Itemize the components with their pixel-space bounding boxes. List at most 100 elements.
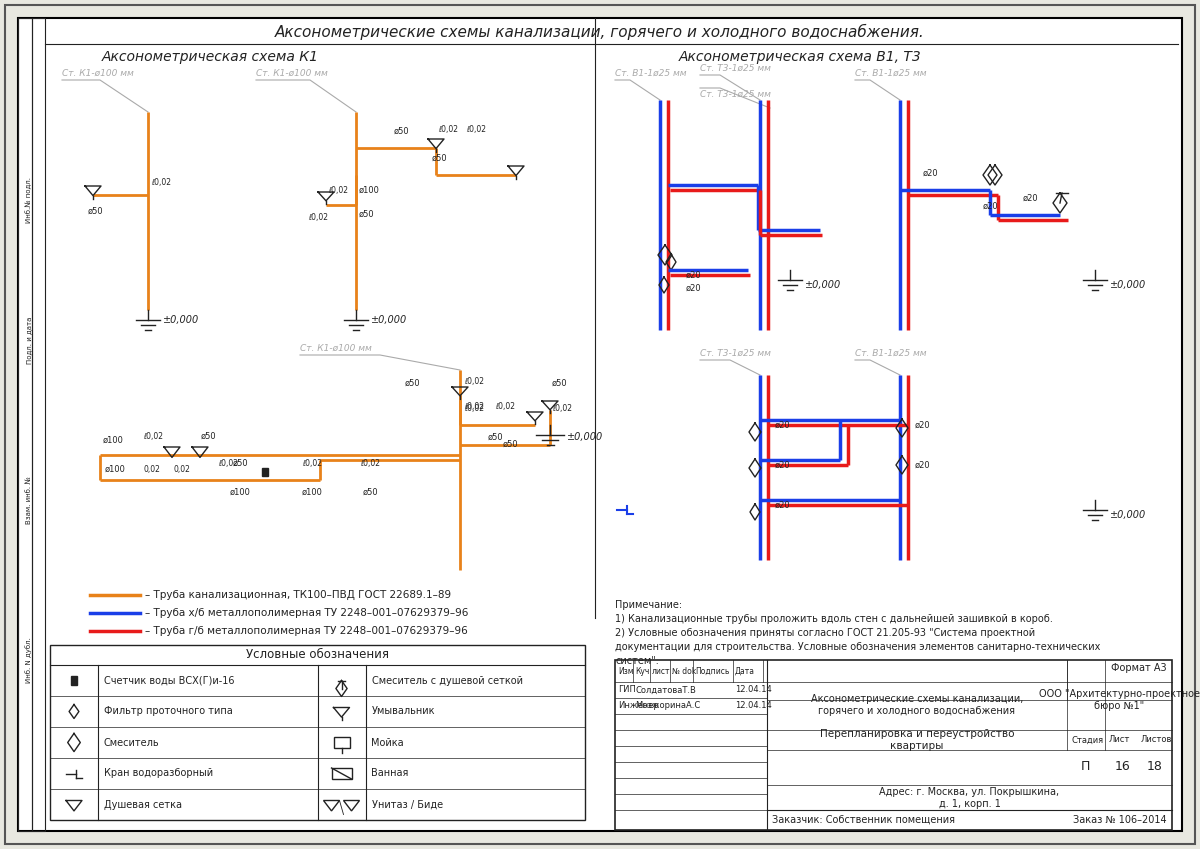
Text: ℓ0,02: ℓ0,02	[302, 459, 322, 468]
Text: Примечание:: Примечание:	[616, 600, 682, 610]
Text: ø20: ø20	[775, 420, 791, 430]
Text: Унитаз / Биде: Унитаз / Биде	[372, 800, 443, 809]
Text: Взам. инб. №: Взам. инб. №	[26, 476, 32, 524]
Text: ø20: ø20	[982, 202, 998, 211]
Text: ø20: ø20	[775, 460, 791, 469]
Text: – Труба канализационная, ТК100–ПВД ГОСТ 22689.1–89: – Труба канализационная, ТК100–ПВД ГОСТ …	[145, 590, 451, 600]
Text: СолдатоваТ.В: СолдатоваТ.В	[635, 685, 696, 694]
Text: Инб. N дубл.: Инб. N дубл.	[25, 637, 32, 683]
Text: Заказ № 106–2014: Заказ № 106–2014	[1073, 815, 1166, 825]
Text: 18: 18	[1147, 760, 1163, 773]
Bar	[616, 660, 1172, 830]
Text: 0,02: 0,02	[174, 465, 191, 474]
Text: Дата: Дата	[734, 666, 755, 676]
Text: ℓ0,02: ℓ0,02	[308, 213, 328, 222]
Text: ø50: ø50	[200, 432, 216, 441]
Text: Мойка: Мойка	[372, 738, 404, 747]
Text: ø100: ø100	[359, 186, 380, 195]
Text: систем".: систем".	[616, 656, 659, 666]
Text: Ст. В1-1ø25 мм: Ст. В1-1ø25 мм	[854, 69, 926, 78]
Text: ø50: ø50	[359, 210, 374, 219]
Text: ø20: ø20	[686, 284, 702, 293]
Text: 1) Канализационные трубы проложить вдоль стен с дальнейшей зашивкой в короб.: 1) Канализационные трубы проложить вдоль…	[616, 614, 1052, 624]
Text: Смеситель с душевой сеткой: Смеситель с душевой сеткой	[372, 676, 522, 685]
Text: ø50: ø50	[232, 459, 248, 468]
Bar	[71, 677, 77, 684]
Text: Ст. К1-ø100 мм: Ст. К1-ø100 мм	[300, 344, 372, 353]
Text: Ст. Т3-1ø25 мм: Ст. Т3-1ø25 мм	[700, 64, 770, 73]
Text: Ст. В1-1ø25 мм: Ст. В1-1ø25 мм	[854, 349, 926, 358]
Text: ±0,000: ±0,000	[163, 315, 199, 325]
Text: ℓ0,02: ℓ0,02	[464, 377, 484, 386]
Bar	[331, 768, 352, 779]
Text: П: П	[1080, 760, 1090, 773]
Text: ℓ0,02: ℓ0,02	[438, 125, 458, 134]
Text: 0,02: 0,02	[144, 465, 161, 474]
Text: ø20: ø20	[1022, 194, 1038, 203]
Text: Ванная: Ванная	[372, 768, 409, 779]
Text: ℓ0,02: ℓ0,02	[151, 178, 172, 187]
Bar	[262, 468, 268, 476]
Text: Ст. К1-ø100 мм: Ст. К1-ø100 мм	[62, 69, 133, 78]
Text: № dok: № dok	[672, 666, 696, 676]
Text: МозжоринаА.С: МозжоринаА.С	[635, 701, 701, 711]
Text: Умывальник: Умывальник	[372, 706, 436, 717]
Text: Заказчик: Собственник помещения: Заказчик: Собственник помещения	[772, 815, 955, 825]
Text: Ст. В1-1ø25 мм: Ст. В1-1ø25 мм	[616, 69, 686, 78]
Text: ø50: ø50	[394, 127, 409, 136]
Text: документации для строительства. Условные обозначения элементов санитарно-техниче: документации для строительства. Условные…	[616, 642, 1100, 652]
Bar	[334, 736, 349, 747]
Text: ø100: ø100	[301, 488, 323, 497]
Text: ±0,000: ±0,000	[1110, 280, 1146, 290]
Text: ℓ0,02: ℓ0,02	[328, 186, 348, 195]
Text: ø50: ø50	[362, 488, 378, 497]
Text: Условные обозначения: Условные обозначения	[246, 649, 389, 661]
Text: ℓ0,02: ℓ0,02	[466, 125, 486, 134]
Text: Стадия: Стадия	[1072, 735, 1104, 745]
Text: ℓ0,02: ℓ0,02	[360, 459, 380, 468]
Text: ø50: ø50	[431, 154, 446, 163]
Text: ø50: ø50	[88, 207, 103, 216]
Text: 12.04.14: 12.04.14	[734, 701, 772, 711]
Text: Кран водоразборный: Кран водоразборный	[104, 768, 214, 779]
Bar	[50, 645, 586, 820]
Text: ±0,000: ±0,000	[805, 280, 841, 290]
Text: ГИП: ГИП	[618, 685, 636, 694]
Text: Инженер: Инженер	[618, 701, 659, 711]
Text: – Труба г/б металлополимерная ТУ 2248–001–07629379–96: – Труба г/б металлополимерная ТУ 2248–00…	[145, 626, 468, 636]
Text: Смеситель: Смеситель	[104, 738, 160, 747]
Text: ø20: ø20	[916, 460, 931, 469]
Text: Инб.№ подл.: Инб.№ подл.	[25, 177, 32, 223]
Text: ø100: ø100	[103, 436, 124, 445]
Bar	[32, 18, 46, 831]
Text: ℓ0,02: ℓ0,02	[496, 402, 515, 411]
Text: Куч: Куч	[635, 666, 649, 676]
Text: Подл. и дата: Подл. и дата	[26, 317, 32, 363]
Text: ℓ0,02: ℓ0,02	[552, 404, 572, 413]
Bar	[18, 18, 32, 831]
Text: ø20: ø20	[916, 420, 931, 430]
Text: лист: лист	[652, 666, 671, 676]
Text: ø50: ø50	[487, 433, 503, 442]
Text: Ст. Т3-1ø25 мм: Ст. Т3-1ø25 мм	[700, 90, 770, 99]
Text: 2) Условные обозначения приняты согласно ГОСТ 21.205-93 "Система проектной: 2) Условные обозначения приняты согласно…	[616, 628, 1036, 638]
Text: Перепланировка и переустройство
квартиры: Перепланировка и переустройство квартиры	[820, 729, 1014, 751]
Text: ø50: ø50	[502, 440, 518, 449]
Text: Счетчик воды ВСХ(Г)и-16: Счетчик воды ВСХ(Г)и-16	[104, 676, 234, 685]
Text: Аксонометрические схемы канализации, горячего и холодного водоснабжения.: Аксонометрические схемы канализации, гор…	[275, 24, 925, 40]
Text: Лист: Лист	[1109, 735, 1130, 745]
Text: ø20: ø20	[922, 169, 938, 178]
Text: Подпись: Подпись	[695, 666, 730, 676]
Text: ø50: ø50	[404, 379, 420, 388]
Text: ℓ0,02: ℓ0,02	[464, 404, 484, 413]
Text: Листов: Листов	[1141, 735, 1172, 745]
Text: ±0,000: ±0,000	[1110, 510, 1146, 520]
Text: ООО "Архитектурно-проектное
бюро №1": ООО "Архитектурно-проектное бюро №1"	[1039, 689, 1200, 711]
Text: Формат А3: Формат А3	[1111, 663, 1166, 673]
Text: Фильтр проточного типа: Фильтр проточного типа	[104, 706, 233, 717]
Text: ℓ0,02: ℓ0,02	[143, 432, 163, 441]
Text: Душевая сетка: Душевая сетка	[104, 800, 182, 809]
Text: ±0,000: ±0,000	[371, 315, 407, 325]
Text: Аксонометрические схемы канализации,
горячего и холодного водоснабжения: Аксонометрические схемы канализации, гор…	[811, 694, 1024, 716]
Text: ℓ0,02: ℓ0,02	[464, 402, 484, 411]
